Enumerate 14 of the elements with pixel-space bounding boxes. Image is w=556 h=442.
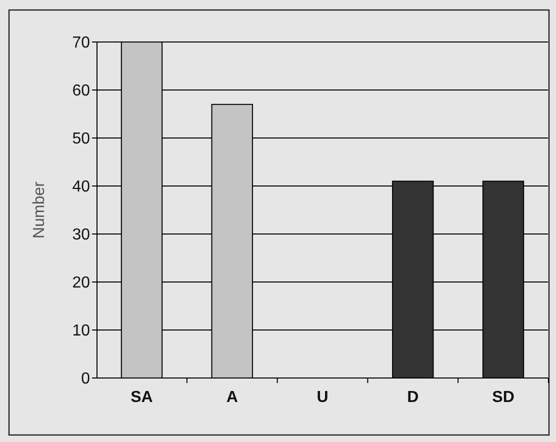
y-tick-label: 40 — [72, 178, 90, 196]
y-axis-title: Number — [31, 180, 48, 238]
y-tick-label: 60 — [72, 82, 90, 100]
x-tick-label: SA — [130, 389, 154, 406]
y-tick-label: 0 — [81, 370, 90, 388]
x-tick-label: A — [226, 389, 238, 406]
y-tick-label: 70 — [72, 34, 90, 52]
y-tick-label: 20 — [72, 274, 90, 292]
x-tick-label: SD — [492, 389, 514, 406]
x-tick-label: U — [316, 389, 328, 406]
y-tick-label: 50 — [72, 130, 90, 148]
x-tick-label: D — [407, 389, 419, 406]
y-tick-label: 30 — [72, 226, 90, 244]
y-tick-label: 10 — [72, 322, 90, 340]
